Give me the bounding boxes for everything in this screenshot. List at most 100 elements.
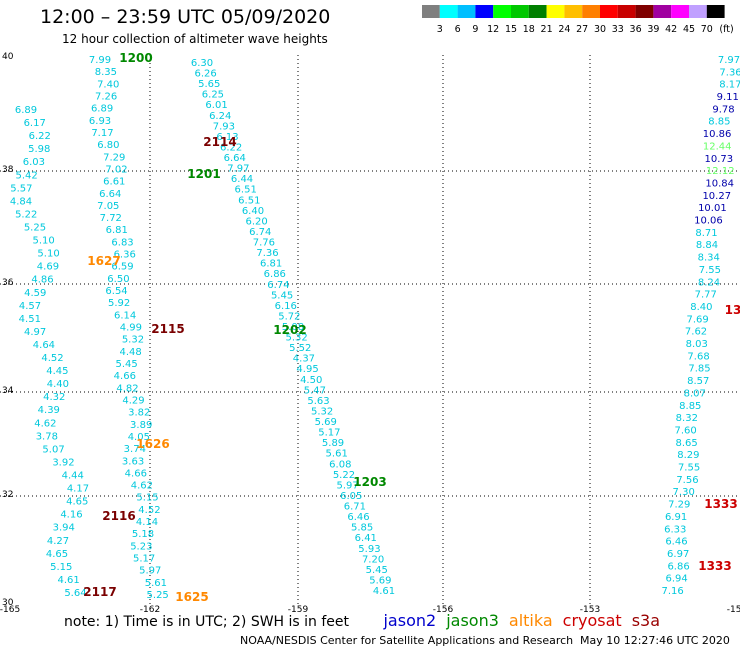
swh-value: 5.08	[282, 322, 304, 333]
swh-value: 5.32	[286, 333, 308, 344]
swh-value: 6.74	[249, 227, 271, 238]
pass-time-label: 2117	[83, 585, 116, 599]
swh-value: 6.64	[224, 153, 246, 164]
legend-swatch	[582, 5, 600, 18]
footer-note: note: 1) Time is in UTC; 2) SWH is in fe…	[64, 611, 670, 630]
swh-value: 10.73	[705, 154, 734, 165]
swh-value: 8.34	[698, 253, 720, 264]
swh-value: 4.95	[296, 364, 318, 375]
swh-value: 6.08	[329, 459, 351, 470]
legend-label: 12	[487, 24, 499, 35]
swh-value: 4.39	[38, 405, 60, 416]
swh-value: 4.69	[37, 262, 59, 273]
swh-value: 5.45	[271, 290, 293, 301]
swh-value: 5.89	[322, 438, 344, 449]
pass-time-label: 1333	[698, 559, 731, 573]
swh-value: 4.84	[10, 196, 32, 207]
swh-value: 4.82	[116, 383, 138, 394]
swh-value: 7.55	[678, 463, 700, 474]
swh-value: 5.10	[32, 236, 54, 247]
swh-value: 4.52	[138, 505, 160, 516]
swh-value: 6.16	[275, 301, 297, 312]
swh-value: 8.24	[698, 277, 720, 288]
swh-value: 4.66	[125, 468, 147, 479]
legend-swatch	[635, 5, 654, 18]
swh-value: 10.86	[703, 129, 732, 140]
swh-value: 6.80	[97, 140, 119, 151]
swh-value: 6.86	[667, 561, 689, 572]
longitude-tick: -162	[140, 605, 160, 615]
swh-value: 4.14	[136, 517, 158, 528]
swh-value: 5.69	[315, 417, 337, 428]
legend-swatch	[617, 5, 636, 18]
swh-value: 7.17	[91, 128, 113, 139]
swh-value: 4.45	[46, 366, 68, 377]
swh-value: 5.98	[28, 144, 50, 155]
map-grid	[0, 55, 740, 605]
swh-value: 4.66	[114, 371, 136, 382]
swh-value: 6.59	[111, 262, 133, 273]
swh-value: 5.45	[115, 359, 137, 370]
swh-value: 4.65	[66, 497, 88, 508]
swh-value: 4.65	[46, 549, 68, 560]
pass-time-label: 2115	[151, 322, 184, 336]
swh-value: 7.76	[253, 238, 275, 249]
legend-swatch	[600, 5, 618, 18]
legend-label: 33	[612, 24, 624, 35]
swh-value: 6.86	[264, 269, 286, 280]
swh-value: 5.45	[366, 565, 388, 576]
swh-value: 6.25	[202, 90, 224, 101]
swh-value: 5.32	[122, 335, 144, 346]
swh-value: 7.68	[687, 351, 709, 362]
swh-value: 4.40	[47, 379, 69, 390]
swh-value: 4.29	[122, 395, 144, 406]
swh-value: 3.63	[122, 456, 144, 467]
swh-value: 5.47	[304, 385, 326, 396]
swh-value: 5.65	[198, 79, 220, 90]
swh-value: 6.01	[205, 100, 227, 111]
swh-value: 6.30	[191, 58, 213, 69]
legend-label: 70	[701, 24, 713, 35]
swh-value: 5.97	[336, 480, 358, 491]
swh-value: 7.55	[699, 265, 721, 276]
swh-value: 7.40	[97, 79, 119, 90]
swh-value: 7.93	[213, 121, 235, 132]
legend-label: 27	[576, 24, 588, 35]
pass-time-label: 13	[725, 303, 740, 317]
swh-value: 4.50	[300, 375, 322, 386]
legend-swatch	[653, 5, 672, 18]
swh-value: 7.85	[688, 364, 710, 375]
swh-value: 4.37	[293, 354, 315, 365]
swh-value: 6.89	[15, 105, 37, 116]
swh-value: 4.97	[24, 327, 46, 338]
legend-label: 18	[523, 24, 535, 35]
swh-value: 5.17	[318, 428, 340, 439]
swh-value: 6.93	[89, 116, 111, 127]
swh-value: 7.26	[95, 91, 117, 102]
swh-value: 5.85	[351, 523, 373, 534]
legend-label: 45	[683, 24, 695, 35]
swh-value: 6.97	[667, 549, 689, 560]
swh-value: 6.14	[114, 310, 136, 321]
swh-value: 6.05	[340, 491, 362, 502]
swh-value: 7.69	[686, 314, 708, 325]
swh-value: 5.61	[326, 449, 348, 460]
swh-value: 3.74	[124, 444, 146, 455]
legend-swatch	[671, 5, 689, 18]
pass-time-label: 2116	[102, 509, 135, 523]
swh-value: 5.25	[24, 222, 46, 233]
swh-value: 7.99	[89, 55, 111, 66]
satellite-altika: altika	[508, 611, 553, 630]
swh-value: 6.64	[99, 189, 121, 200]
swh-value: 6.24	[209, 111, 231, 122]
legend-swatch	[528, 5, 547, 18]
pass-time-label: 1625	[175, 590, 208, 604]
legend-swatch	[706, 5, 725, 18]
swh-value: 8.40	[690, 302, 712, 313]
swh-value: 4.48	[120, 347, 142, 358]
swh-value: 5.22	[15, 209, 37, 220]
pass-time-label: 2114	[203, 135, 236, 149]
swh-value: 3.82	[128, 408, 150, 419]
swh-value: 6.74	[267, 280, 289, 291]
swh-value: 4.61	[373, 586, 395, 597]
